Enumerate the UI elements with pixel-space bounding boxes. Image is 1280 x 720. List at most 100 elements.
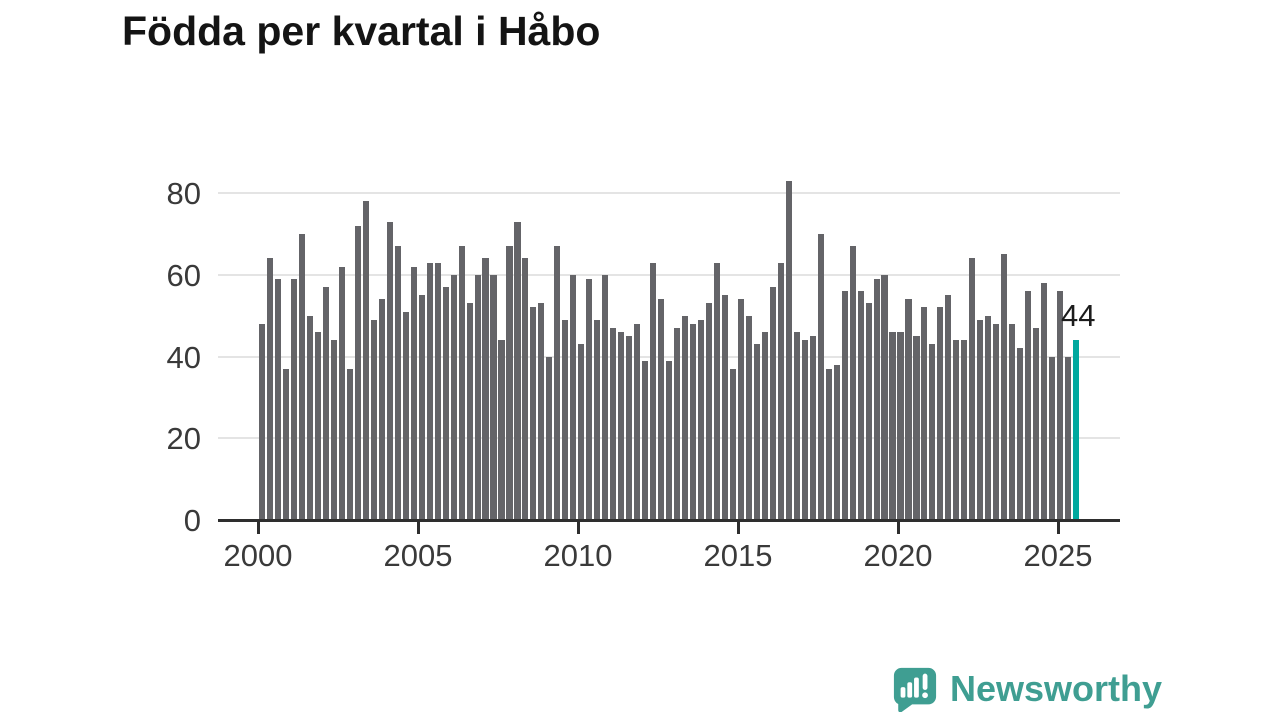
bar xyxy=(705,303,713,520)
bar xyxy=(450,274,457,521)
bar xyxy=(977,319,984,520)
bar xyxy=(1017,348,1024,520)
bar xyxy=(953,340,960,520)
x-axis-tick-2015 xyxy=(736,522,740,534)
y-axis-tick-label-80: 80 xyxy=(166,176,201,211)
bar xyxy=(769,287,776,520)
bar xyxy=(578,344,585,520)
x-axis-line xyxy=(218,519,1120,522)
bar xyxy=(346,368,353,520)
bar xyxy=(386,221,393,520)
bar xyxy=(538,303,545,520)
bar xyxy=(466,303,473,520)
x-axis-tick-2010 xyxy=(576,522,580,534)
bar xyxy=(658,299,665,520)
x-axis-tick-2005 xyxy=(416,522,420,534)
bar xyxy=(410,266,417,520)
gridline-40 xyxy=(218,355,1120,358)
bar xyxy=(618,332,625,520)
bar xyxy=(490,274,497,521)
bar xyxy=(306,315,314,520)
x-axis-tick-2020 xyxy=(896,522,900,534)
bar xyxy=(506,246,513,520)
bar xyxy=(681,315,689,520)
bar xyxy=(913,336,920,520)
bar xyxy=(921,307,928,520)
bar xyxy=(378,299,385,520)
bar xyxy=(666,360,673,520)
bar xyxy=(825,368,832,520)
y-axis-tick-label-60: 60 xyxy=(166,257,201,293)
bar xyxy=(1057,291,1064,520)
bar xyxy=(1033,327,1040,520)
bar xyxy=(777,262,784,520)
bar xyxy=(865,303,872,520)
bar xyxy=(275,278,282,520)
latest-value-label: 44 xyxy=(1061,298,1096,333)
bar xyxy=(314,332,322,520)
bar xyxy=(562,319,569,520)
bar xyxy=(793,332,800,520)
bar xyxy=(650,262,657,520)
bar xyxy=(697,319,705,520)
bar xyxy=(402,311,409,520)
x-axis-tick-label-2015: 2015 xyxy=(703,538,773,573)
bar xyxy=(458,246,465,520)
bar xyxy=(833,364,840,520)
bar xyxy=(370,319,377,520)
chart-title: Födda per kvartal i Håbo xyxy=(122,8,601,54)
newsworthy-bar-chart-speech-bubble-icon xyxy=(893,667,937,712)
bar xyxy=(1049,356,1056,520)
bar xyxy=(809,336,816,520)
bar xyxy=(689,323,697,520)
bar xyxy=(322,287,329,520)
bar xyxy=(745,315,752,520)
bar xyxy=(1025,291,1032,520)
bar xyxy=(1009,323,1016,520)
bar xyxy=(259,323,266,520)
bar xyxy=(522,258,529,520)
bar xyxy=(330,340,337,520)
bar xyxy=(586,278,593,520)
y-axis-tick-label-40: 40 xyxy=(166,339,201,375)
bar xyxy=(642,360,649,520)
bar xyxy=(498,340,505,520)
bar xyxy=(761,332,768,520)
bar xyxy=(985,315,992,520)
x-axis-tick-label-2025: 2025 xyxy=(1023,538,1093,573)
bar xyxy=(817,233,824,520)
bar xyxy=(729,368,736,520)
bar xyxy=(554,246,561,520)
bar xyxy=(961,340,968,520)
bar xyxy=(298,233,306,520)
bar xyxy=(602,274,609,521)
bar xyxy=(857,291,864,520)
bar xyxy=(1065,356,1072,520)
bar xyxy=(267,258,274,520)
bar xyxy=(594,319,601,520)
bar xyxy=(570,274,577,521)
bar xyxy=(881,274,888,521)
bar xyxy=(474,274,481,521)
y-axis-tick-label-20: 20 xyxy=(166,421,201,457)
bar xyxy=(841,291,848,520)
bar xyxy=(530,307,537,520)
x-axis-tick-2025 xyxy=(1056,522,1060,534)
x-axis-tick-label-2005: 2005 xyxy=(383,538,453,573)
bar xyxy=(546,356,553,520)
bar xyxy=(442,287,449,520)
bar xyxy=(394,246,401,520)
newsworthy-logo: Newsworthy xyxy=(892,666,1162,712)
bar xyxy=(873,278,880,520)
bar xyxy=(1001,254,1008,520)
bar xyxy=(418,295,425,520)
bar xyxy=(737,299,744,520)
newsworthy-logo-text: Newsworthy xyxy=(949,668,1162,709)
bar xyxy=(969,258,976,520)
bar xyxy=(482,258,489,520)
bar xyxy=(1041,282,1048,520)
bar xyxy=(937,307,944,520)
y-axis-tick-label-0: 0 xyxy=(183,503,201,538)
